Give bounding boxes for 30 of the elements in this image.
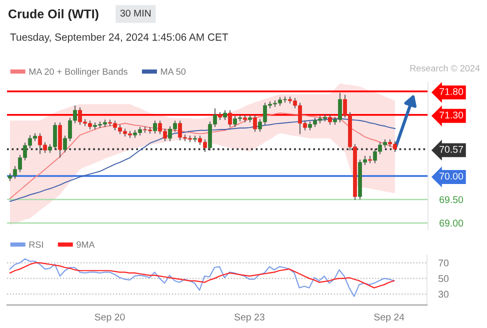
candlestick (243, 114, 247, 122)
y-tick-label: 30 (438, 290, 449, 298)
y-tick-label: 50 (438, 275, 449, 282)
legend-label: MA 20 + Bollinger Bands (29, 68, 128, 77)
x-tick-label: Sep 20 (94, 314, 125, 322)
candlestick (328, 114, 332, 125)
candlestick (368, 156, 372, 164)
y-tick-label: 70.57 (440, 146, 463, 153)
y-tick-label: 71.80 (440, 88, 464, 96)
legend-label: MA 50 (161, 68, 186, 75)
chart-subtitle: Tuesday, September 24, 2024 1:45:06 AM CET (10, 33, 228, 43)
candlestick (193, 136, 197, 142)
y-tick-label: 71.30 (440, 112, 464, 119)
line-series (9, 258, 395, 297)
y-tick-label: 69.00 (440, 220, 464, 227)
text: Research © 2024 (410, 64, 480, 72)
y-tick-label: 69.50 (440, 196, 464, 204)
candlestick (253, 114, 257, 132)
x-tick-label: Sep 24 (374, 314, 404, 322)
candlestick (153, 120, 157, 134)
candlestick (228, 110, 232, 128)
line-series (9, 262, 395, 288)
text: 30 MIN (120, 10, 151, 17)
y-tick-label: 70.00 (440, 172, 464, 180)
legend-label: 9MA (76, 241, 95, 248)
legend-label: RSI (29, 241, 43, 248)
chart-title: Crude Oil (WTI) (8, 9, 98, 21)
y-tick-label: 70 (438, 260, 449, 266)
candlestick (248, 114, 252, 122)
x-tick-label: Sep 23 (234, 314, 264, 322)
